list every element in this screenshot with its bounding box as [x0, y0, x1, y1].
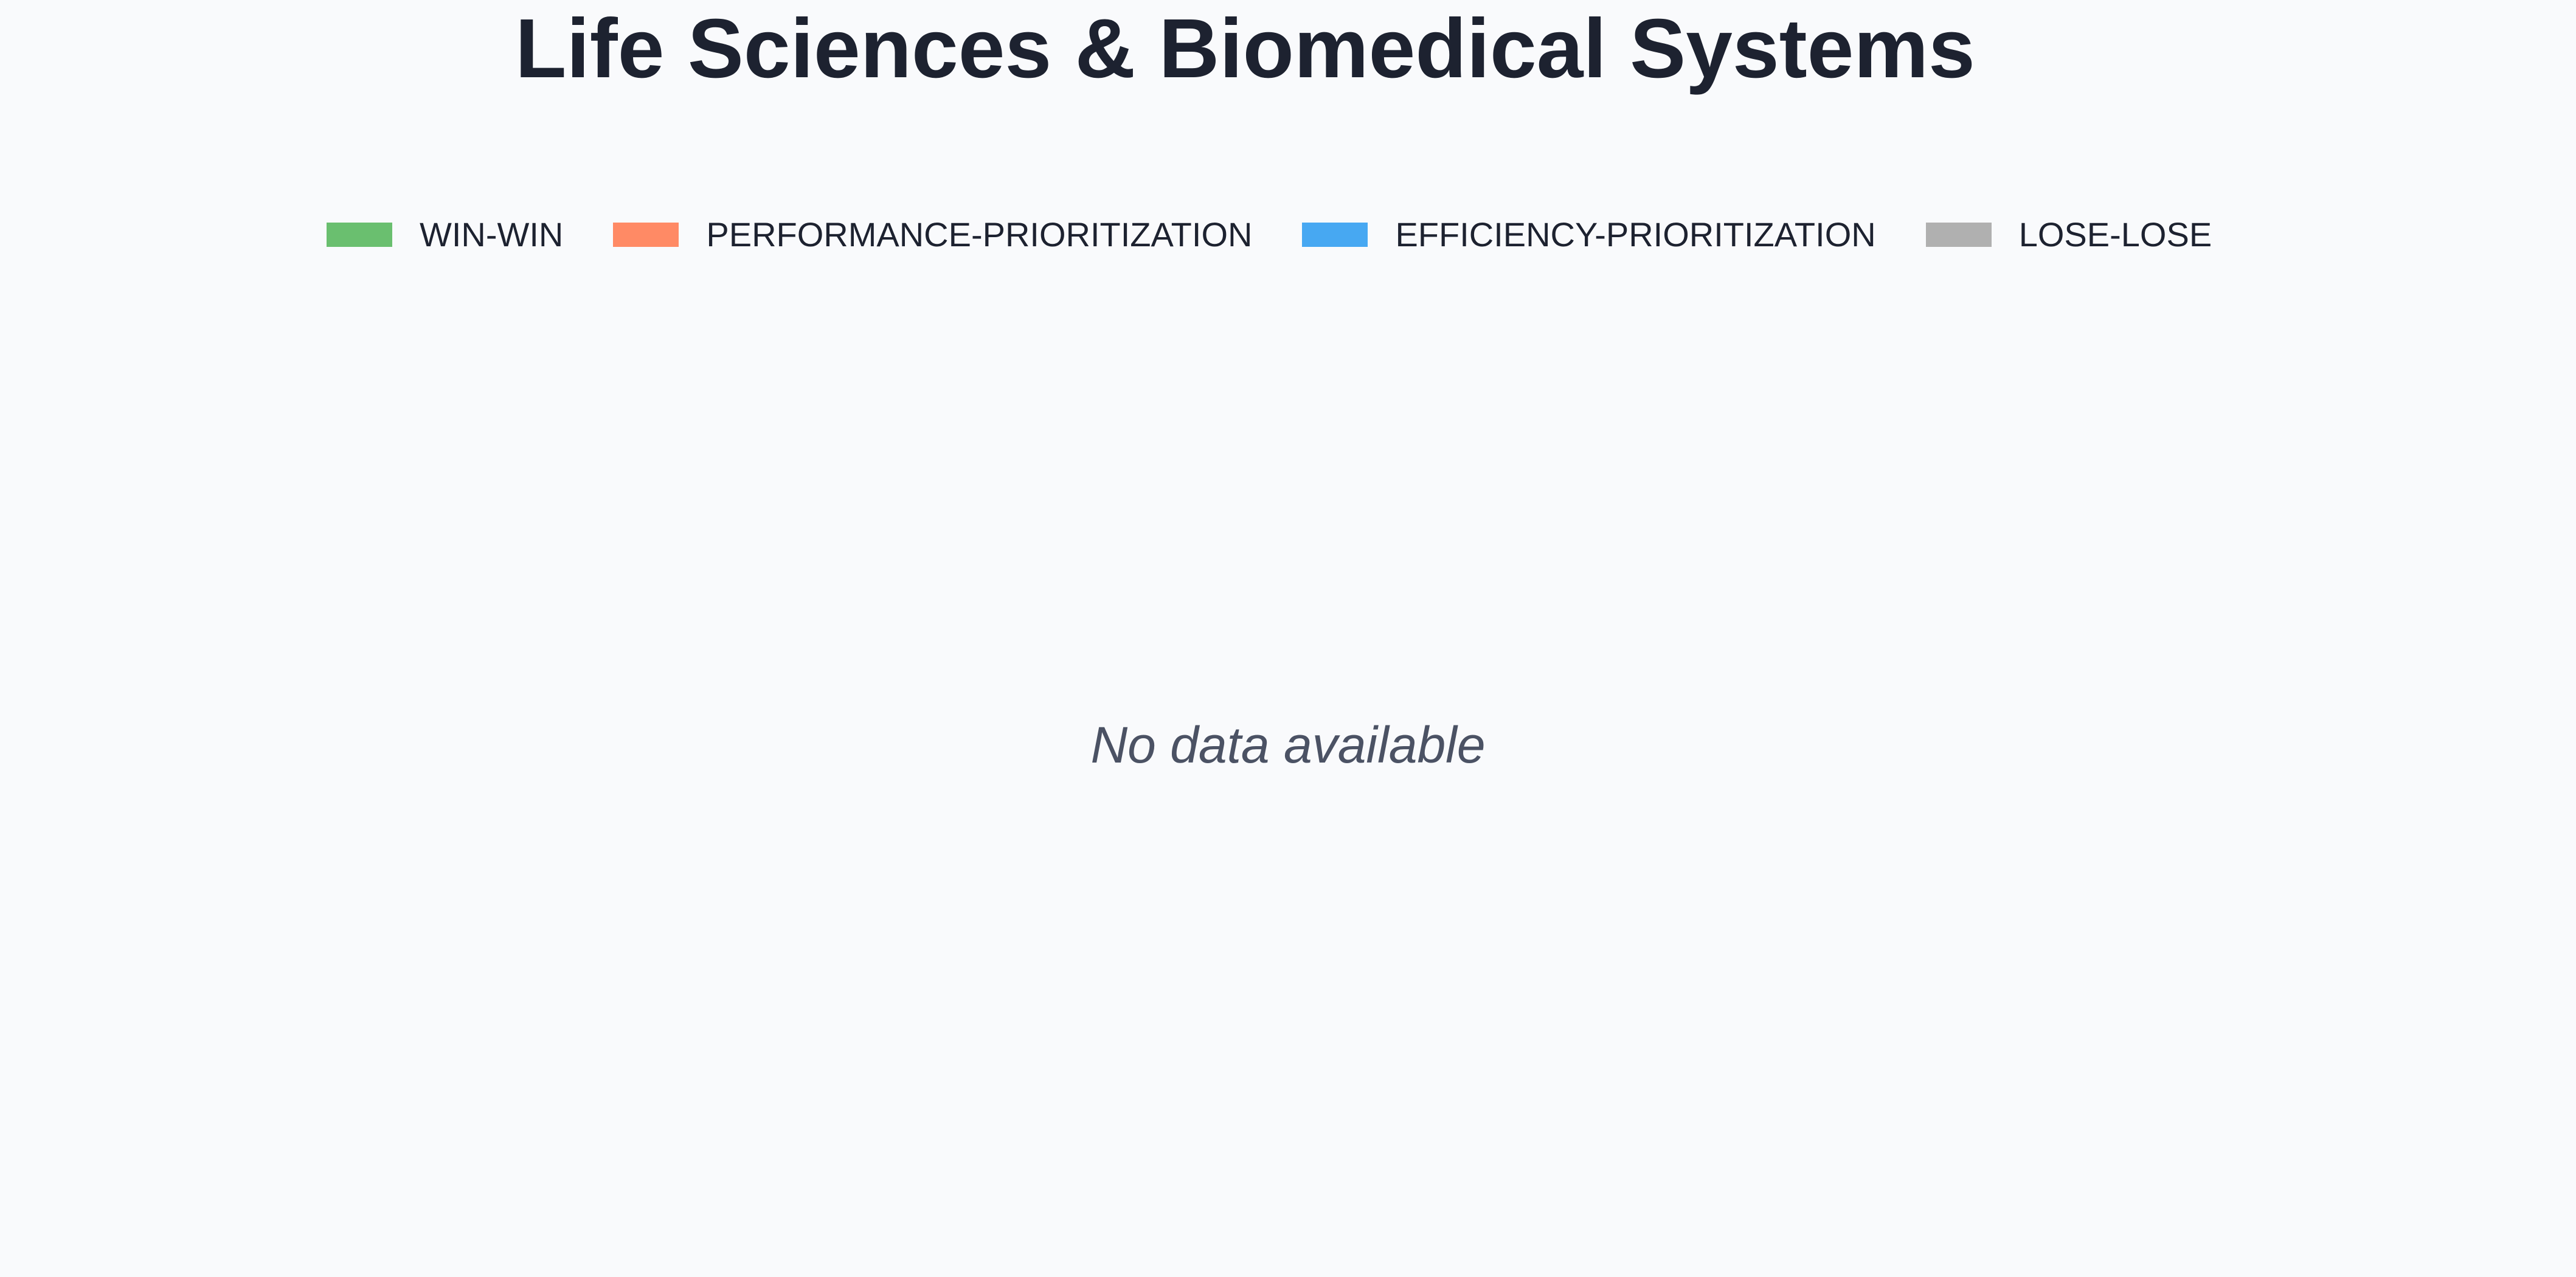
- legend-label-efficiency-prioritization: EFFICIENCY-PRIORITIZATION: [1395, 215, 1876, 254]
- legend-item-performance-prioritization: PERFORMANCE-PRIORITIZATION: [613, 210, 1252, 259]
- legend-item-lose-lose: LOSE-LOSE: [1925, 210, 2212, 259]
- legend-item-win-win: WIN-WIN: [327, 210, 563, 259]
- legend-swatch-win-win: [327, 223, 392, 247]
- legend-label-lose-lose: LOSE-LOSE: [2018, 215, 2212, 254]
- no-data-message: No data available: [1090, 716, 1486, 773]
- legend-swatch-performance-prioritization: [613, 223, 679, 247]
- legend-item-efficiency-prioritization: EFFICIENCY-PRIORITIZATION: [1302, 210, 1876, 259]
- legend-swatch-efficiency-prioritization: [1302, 223, 1368, 247]
- legend-label-win-win: WIN-WIN: [420, 215, 564, 254]
- chart-title: Life Sciences & Biomedical Systems: [515, 2, 1975, 95]
- legend-label-performance-prioritization: PERFORMANCE-PRIORITIZATION: [706, 215, 1253, 254]
- legend-swatch-lose-lose: [1925, 223, 1992, 247]
- legend: WIN-WIN PERFORMANCE-PRIORITIZATION EFFIC…: [327, 210, 2212, 259]
